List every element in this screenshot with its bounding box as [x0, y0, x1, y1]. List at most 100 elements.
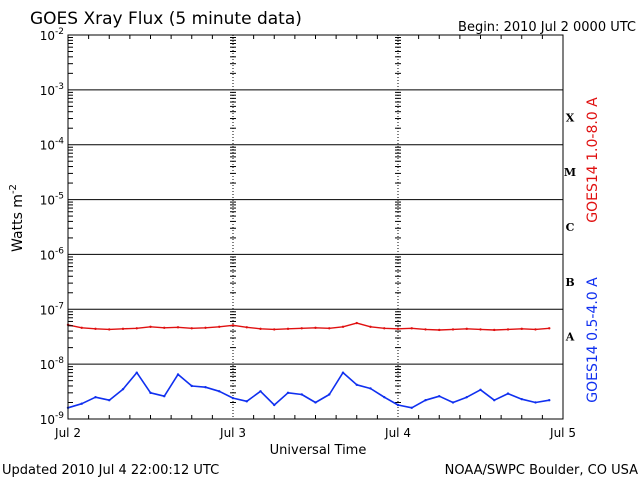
data-point [465, 395, 468, 399]
data-point [149, 391, 152, 395]
credit-label: NOAA/SWPC Boulder, CO USA [445, 463, 638, 478]
data-point [314, 401, 317, 404]
flare-class-label: C [566, 221, 575, 234]
data-point [135, 371, 138, 374]
data-point [328, 327, 331, 330]
data-point [259, 390, 262, 393]
data-point [273, 403, 276, 407]
data-point [94, 395, 97, 399]
series-line-short [67, 371, 550, 409]
data-point [465, 327, 468, 331]
data-point [204, 326, 207, 329]
data-point [438, 395, 441, 398]
data-point [218, 390, 221, 393]
y-tick-label: 10-4 [40, 137, 65, 153]
data-point [80, 402, 83, 405]
data-point [410, 327, 413, 330]
data-point [108, 399, 111, 402]
series-label-short: GOES14 0.5-4.0 A [585, 277, 601, 403]
data-point [534, 401, 537, 404]
y-tick-label: 10-3 [40, 82, 64, 98]
data-point [493, 399, 496, 402]
data-point [94, 327, 97, 331]
data-point [121, 327, 125, 331]
flare-class-label: B [565, 276, 574, 289]
data-point [341, 371, 345, 374]
data-point [245, 400, 248, 403]
updated-label: Updated 2010 Jul 4 22:00:12 UTC [2, 463, 219, 478]
data-point [273, 328, 276, 331]
series-label-long: GOES14 1.0-8.0 A [585, 97, 601, 223]
data-point [506, 392, 510, 395]
data-point [286, 391, 290, 395]
data-point [451, 328, 455, 331]
data-point [231, 324, 235, 327]
y-tick-label: 10-5 [40, 192, 64, 208]
data-point [259, 327, 262, 331]
y-tick-label: 10-8 [40, 356, 65, 372]
begin-label: Begin: 2010 Jul 2 0000 UTC [458, 20, 636, 35]
data-point [369, 325, 372, 328]
y-tick-label: 10-7 [40, 301, 64, 317]
data-point [534, 328, 537, 331]
y-axis-label: Watts m-2 [8, 184, 26, 252]
data-point [548, 399, 551, 402]
data-point [204, 385, 207, 389]
data-point [176, 326, 180, 329]
data-point [424, 328, 427, 331]
series-label-short-group: GOES14 0.5-4.0 A [585, 277, 601, 403]
data-point [383, 395, 386, 399]
data-point [121, 387, 125, 391]
y-tick-label: 10-2 [40, 27, 64, 43]
data-point [163, 395, 166, 398]
data-point [355, 321, 358, 325]
data-point [176, 373, 180, 376]
data-point [355, 383, 358, 387]
data-point [396, 403, 400, 407]
x-axis-label: Universal Time [270, 443, 367, 458]
data-point [451, 401, 455, 404]
data-point [506, 328, 510, 331]
series-label-long-group: GOES14 1.0-8.0 A [585, 97, 601, 223]
data-point [493, 328, 496, 332]
chart-title: GOES Xray Flux (5 minute data) [30, 9, 302, 29]
x-tick-label: Jul 5 [549, 426, 576, 440]
data-point [479, 388, 482, 392]
data-point [286, 327, 290, 331]
data-point [149, 325, 152, 328]
grid-layer [68, 35, 563, 419]
data-point [300, 327, 303, 330]
data-point [520, 327, 523, 331]
y-tick-label: 10-6 [40, 246, 65, 262]
data-point [231, 396, 235, 400]
data-point [341, 325, 345, 328]
data-point [396, 327, 400, 331]
data-point [300, 393, 303, 396]
data-point [479, 328, 482, 331]
x-tick-label: Jul 4 [384, 426, 411, 440]
series-line-long [67, 322, 550, 331]
flare-class-label: X [566, 111, 575, 124]
data-point [190, 327, 193, 330]
data-point [314, 326, 317, 329]
data-point [108, 328, 111, 331]
data-point [245, 326, 248, 329]
data-point [135, 327, 138, 330]
data-point [163, 326, 166, 329]
y-axis-label-group: Watts m-2 [8, 184, 26, 252]
data-point [369, 387, 372, 390]
axes-layer [67, 34, 564, 420]
x-tick-label: Jul 2 [54, 426, 81, 440]
data-point [218, 325, 221, 328]
data-point [190, 384, 193, 388]
data-point [548, 327, 551, 330]
data-point [410, 406, 413, 410]
tick-labels-layer: 10-9 10-8 10-7 10-6 10-5 10-4 10-3 10-2 Jul 2 Jul… [40, 27, 576, 440]
data-point [424, 399, 427, 402]
series-layer [66, 321, 551, 410]
data-point [383, 327, 386, 330]
data-point [80, 326, 83, 329]
flare-class-label: A [565, 331, 575, 344]
data-point [438, 328, 441, 332]
